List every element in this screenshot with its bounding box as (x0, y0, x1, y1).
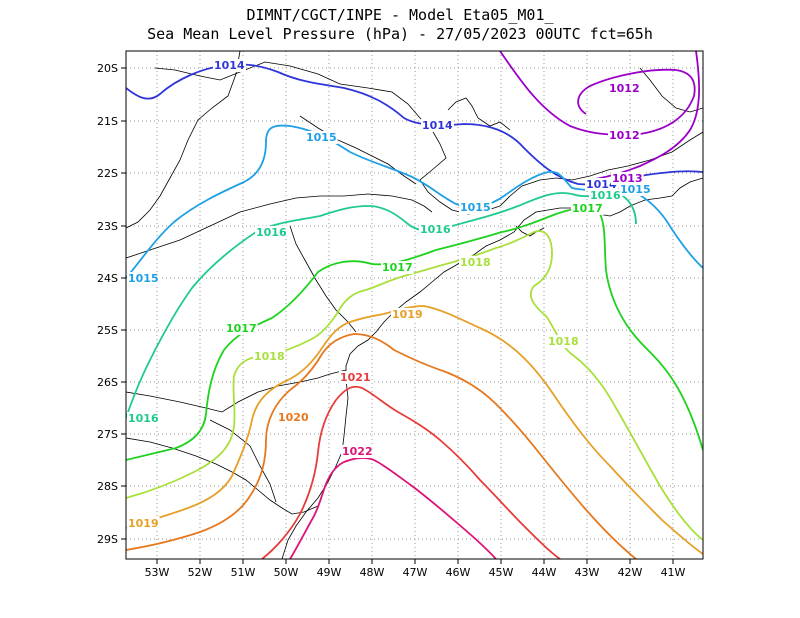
contour-label: 1017 (572, 202, 603, 215)
lon-label: 43W (575, 566, 600, 579)
title-line-1: DIMNT/CGCT/INPE - Model Eta05_M01_ (246, 6, 554, 24)
border-espirito-santo (639, 67, 703, 113)
contour-label: 1022 (342, 445, 373, 458)
longitude-labels: 53W 52W 51W 50W 49W 48W 47W 46W 45W 44W … (145, 566, 686, 579)
contour-label-bg (381, 261, 414, 274)
isobar-1021 (261, 385, 561, 559)
contour-label: 1017 (226, 322, 257, 335)
tick-marks (121, 67, 674, 564)
contour-label: 1020 (278, 411, 309, 424)
contour-label-bg (127, 412, 160, 425)
contour-label-bg (255, 226, 288, 239)
contour-label-bg (585, 178, 618, 191)
contour-label: 1018 (460, 256, 491, 269)
contour-label: 1016 (590, 189, 621, 202)
border-parana-north (126, 193, 433, 259)
contour-label: 1014 (422, 119, 453, 132)
lat-label: 29S (97, 533, 118, 546)
latitude-labels: 20S 21S 22S 23S 24S 25S 26S 27S 28S 29S (97, 62, 118, 546)
lat-label: 27S (97, 428, 118, 441)
contour-label: 1012 (609, 82, 640, 95)
contour-label-bg (277, 411, 310, 424)
contour-label-bg (127, 517, 160, 530)
contour-label: 1012 (609, 129, 640, 142)
lon-label: 47W (403, 566, 428, 579)
lon-label: 53W (145, 566, 170, 579)
contour-label-bg (341, 445, 374, 458)
lon-label: 45W (489, 566, 514, 579)
contour-label: 1017 (382, 261, 413, 274)
lon-label: 51W (231, 566, 256, 579)
contour-label-bg (127, 272, 160, 285)
contour-label: 1015 (128, 272, 159, 285)
isobar-1018 (126, 230, 703, 541)
lat-label: 25S (97, 324, 118, 337)
lat-label: 26S (97, 376, 118, 389)
lat-label: 20S (97, 62, 118, 75)
border-parana-south (126, 369, 347, 413)
contour-label: 1018 (548, 335, 579, 348)
border-guanabara (447, 97, 511, 131)
border-santa-catarina-rs (126, 437, 319, 515)
lon-label: 42W (618, 566, 643, 579)
border-sao-paulo-mg-inner (299, 115, 417, 185)
lat-label: 23S (97, 220, 118, 233)
contour-label: 1016 (256, 226, 287, 239)
lon-label: 52W (188, 566, 213, 579)
contour-label: 1018 (254, 350, 285, 363)
contour-labels: 1014 1014 1014 1012 1012 1013 1015 1015 … (127, 59, 652, 530)
contour-label: 1014 (586, 178, 617, 191)
contour-label-bg (619, 183, 652, 196)
lon-label: 44W (532, 566, 557, 579)
contour-label: 1019 (392, 308, 423, 321)
contour-label-bg (589, 189, 622, 202)
isobar-1016 (126, 192, 637, 419)
lat-label: 22S (97, 167, 118, 180)
contour-label-bg (419, 223, 452, 236)
contour-label: 1014 (214, 59, 245, 72)
contour-label-bg (391, 308, 424, 321)
border-argentina (209, 419, 277, 503)
border-goias-minas (126, 51, 241, 229)
isobar-1019 (126, 305, 703, 555)
isobar-1017 (126, 207, 703, 461)
isobar-1012 (499, 51, 696, 136)
contour-label: 1015 (460, 201, 491, 214)
contour-label: 1015 (620, 183, 651, 196)
contour-label: 1021 (340, 371, 371, 384)
contour-label-bg (608, 82, 641, 95)
contour-label-bg (459, 201, 492, 214)
border-rio (499, 131, 703, 207)
contour-label: 1016 (128, 412, 159, 425)
contour-label-bg (608, 129, 641, 142)
border-paraguay-parana (289, 225, 357, 333)
lon-label: 49W (317, 566, 342, 579)
contour-label: 1013 (612, 172, 643, 185)
contour-label-bg (421, 119, 454, 132)
title-line-2: Sea Mean Level Pressure (hPa) - 27/05/20… (147, 25, 653, 43)
contour-label-bg (459, 256, 492, 269)
lon-label: 48W (360, 566, 385, 579)
contour-label: 1019 (128, 517, 159, 530)
lat-label: 24S (97, 272, 118, 285)
contour-label-bg (253, 350, 286, 363)
lat-label: 28S (97, 480, 118, 493)
lon-label: 46W (446, 566, 471, 579)
contour-label-bg (225, 322, 258, 335)
lon-label: 50W (274, 566, 299, 579)
contour-label: 1016 (420, 223, 451, 236)
contour-label-bg (213, 59, 246, 72)
contour-label-bg (339, 371, 372, 384)
isobar-1020 (126, 333, 637, 559)
contour-label-bg (305, 131, 338, 144)
contour-label-bg (571, 202, 604, 215)
lon-label: 41W (661, 566, 686, 579)
contour-label-bg (547, 335, 580, 348)
contour-label: 1015 (306, 131, 337, 144)
contour-label-bg (611, 172, 644, 185)
lat-label: 21S (97, 115, 118, 128)
